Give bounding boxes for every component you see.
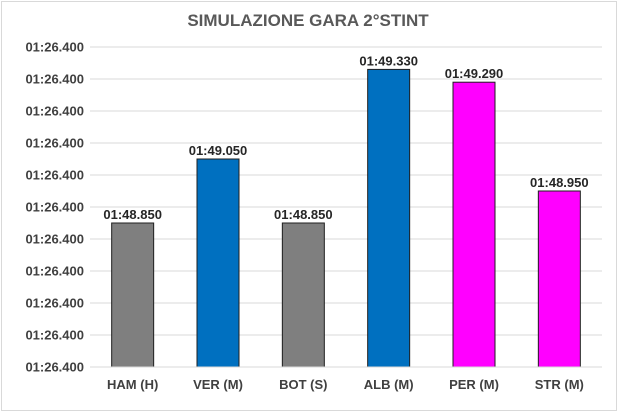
y-tick-label: 01:26.400	[25, 328, 84, 343]
x-tick-label: VER (M)	[193, 377, 243, 392]
data-labels: 01:48.850 01:49.050 01:48.850 01:49.330 01:4…	[103, 53, 588, 222]
y-tick-label: 01:26.400	[25, 72, 84, 87]
y-tick-label: 01:26.400	[25, 296, 84, 311]
bar-str-m	[537, 190, 581, 368]
x-axis-ticks: HAM (H) VER (M) BOT (S) ALB (M) PER (M) STR (…	[107, 377, 584, 392]
data-label: 01:48.850	[103, 207, 162, 222]
gridlines	[90, 46, 602, 336]
x-tick-label: BOT (S)	[279, 377, 327, 392]
x-tick-label: HAM (H)	[107, 377, 158, 392]
y-tick-label: 01:26.400	[25, 360, 84, 375]
y-tick-label: 01:26.400	[25, 168, 84, 183]
y-tick-label: 01:26.400	[25, 104, 84, 119]
x-tick-label: STR (M)	[535, 377, 584, 392]
bars	[111, 68, 581, 368]
bar-ver-m	[196, 158, 240, 368]
data-label: 01:48.950	[530, 175, 589, 190]
data-label: 01:49.050	[189, 143, 248, 158]
data-label: 01:49.330	[359, 53, 418, 68]
y-tick-label: 01:26.400	[25, 200, 84, 215]
x-tick-label: ALB (M)	[364, 377, 414, 392]
y-axis-ticks: 01:26.400 01:26.400 01:26.400 01:26.400 01:2…	[25, 40, 84, 375]
y-tick-label: 01:26.400	[25, 136, 84, 151]
y-tick-label: 01:26.400	[25, 264, 84, 279]
x-tick-label: PER (M)	[449, 377, 499, 392]
y-tick-label: 01:26.400	[25, 40, 84, 55]
bar-alb-m	[367, 68, 411, 368]
bar-ham-h	[111, 222, 155, 368]
data-label: 01:48.850	[274, 207, 333, 222]
chart-title: SIMULAZIONE GARA 2°STINT	[187, 11, 429, 30]
y-tick-label: 01:26.400	[25, 232, 84, 247]
bar-per-m	[452, 81, 496, 368]
data-label: 01:49.290	[445, 66, 504, 81]
bar-bot-s	[281, 222, 325, 368]
